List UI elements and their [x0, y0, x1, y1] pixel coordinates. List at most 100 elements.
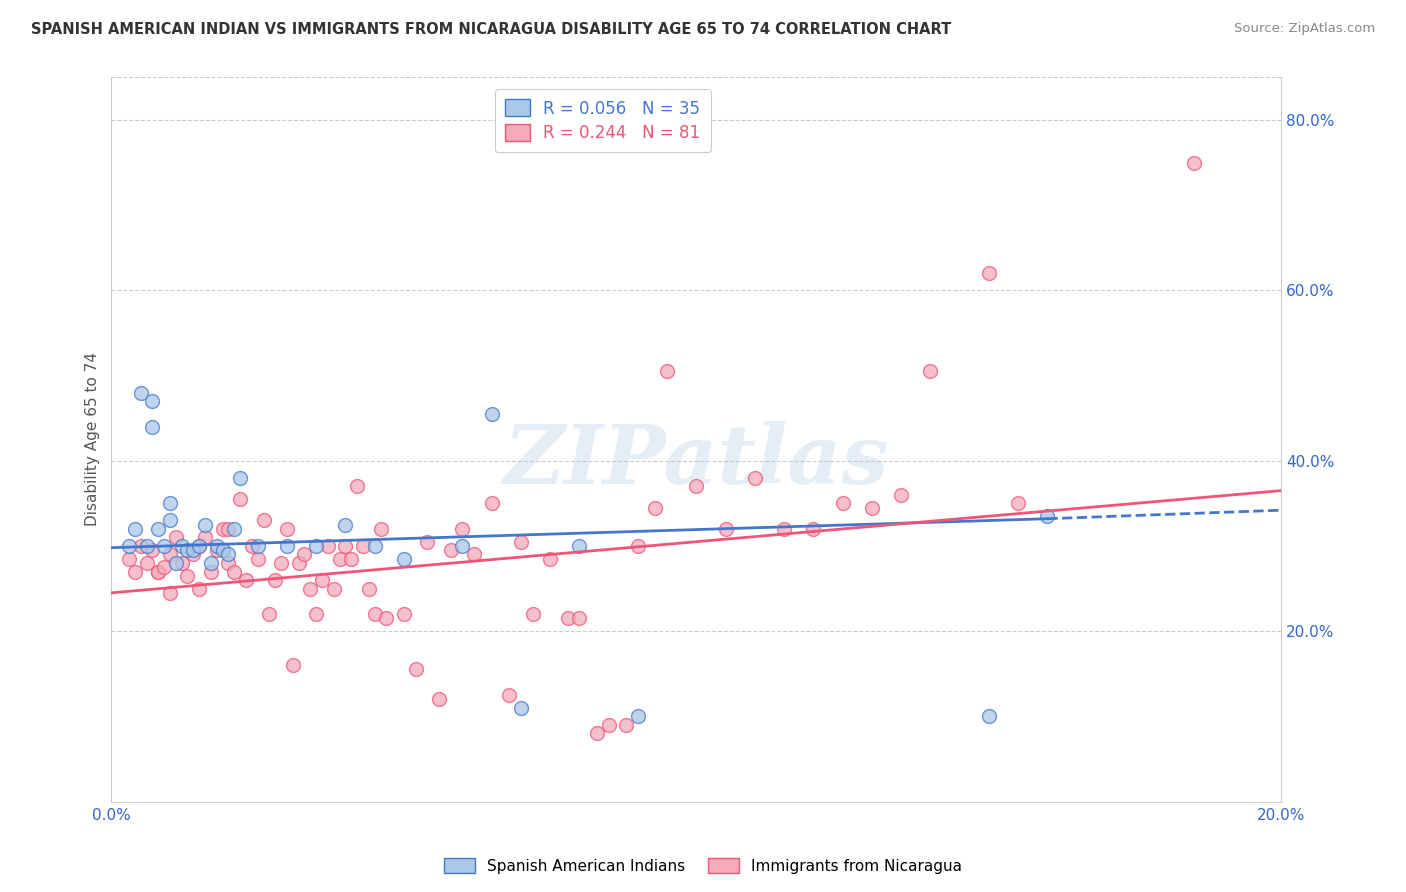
pink — [831, 496, 853, 510]
pink — [498, 688, 520, 702]
blue — [977, 709, 1000, 723]
pink — [159, 548, 181, 562]
pink — [586, 726, 609, 740]
pink — [264, 573, 287, 587]
blue — [129, 385, 152, 400]
blue — [181, 543, 204, 558]
Text: SPANISH AMERICAN INDIAN VS IMMIGRANTS FROM NICARAGUA DISABILITY AGE 65 TO 74 COR: SPANISH AMERICAN INDIAN VS IMMIGRANTS FR… — [31, 22, 952, 37]
pink — [211, 522, 233, 536]
pink — [181, 548, 204, 562]
pink — [322, 582, 344, 596]
blue — [141, 394, 163, 409]
pink — [188, 582, 211, 596]
pink — [405, 663, 427, 677]
pink — [522, 607, 544, 621]
blue — [246, 539, 269, 553]
pink — [392, 607, 415, 621]
blue — [159, 496, 181, 510]
pink — [165, 531, 187, 545]
blue — [205, 539, 228, 553]
blue — [392, 551, 415, 566]
pink — [246, 551, 269, 566]
pink — [352, 539, 374, 553]
pink — [159, 586, 181, 600]
blue — [335, 517, 357, 532]
pink — [124, 565, 146, 579]
blue — [188, 539, 211, 553]
pink — [803, 522, 825, 536]
pink — [235, 573, 257, 587]
pink — [224, 565, 246, 579]
pink — [129, 539, 152, 553]
Y-axis label: Disability Age 65 to 74: Disability Age 65 to 74 — [86, 352, 100, 526]
blue — [229, 471, 252, 485]
blue — [627, 709, 650, 723]
pink — [141, 543, 163, 558]
pink — [153, 560, 176, 574]
pink — [1182, 155, 1205, 169]
pink — [270, 556, 292, 570]
pink — [744, 471, 766, 485]
pink — [200, 565, 222, 579]
pink — [329, 551, 352, 566]
pink — [311, 573, 333, 587]
blue — [170, 539, 193, 553]
pink — [440, 543, 463, 558]
pink — [357, 582, 380, 596]
pink — [416, 534, 439, 549]
blue — [224, 522, 246, 536]
pink — [463, 548, 485, 562]
pink — [346, 479, 368, 493]
pink — [557, 611, 579, 625]
pink — [240, 539, 263, 553]
blue — [276, 539, 298, 553]
pink — [148, 565, 170, 579]
pink — [229, 492, 252, 507]
blue — [305, 539, 328, 553]
pink — [685, 479, 707, 493]
Legend: R = 0.056   N = 35, R = 0.244   N = 81: R = 0.056 N = 35, R = 0.244 N = 81 — [495, 89, 710, 153]
Legend: Spanish American Indians, Immigrants from Nicaragua: Spanish American Indians, Immigrants fro… — [439, 852, 967, 880]
pink — [259, 607, 281, 621]
pink — [316, 539, 339, 553]
pink — [977, 266, 1000, 280]
blue — [141, 419, 163, 434]
pink — [305, 607, 328, 621]
pink — [427, 692, 450, 706]
pink — [714, 522, 737, 536]
pink — [860, 500, 883, 515]
pink — [657, 364, 679, 378]
pink — [335, 539, 357, 553]
pink — [627, 539, 650, 553]
blue — [1036, 509, 1059, 524]
pink — [176, 569, 198, 583]
blue — [194, 517, 217, 532]
blue — [211, 543, 233, 558]
pink — [890, 488, 912, 502]
blue — [451, 539, 474, 553]
blue — [176, 543, 198, 558]
pink — [568, 611, 591, 625]
Text: Source: ZipAtlas.com: Source: ZipAtlas.com — [1234, 22, 1375, 36]
pink — [363, 607, 385, 621]
pink — [135, 556, 157, 570]
pink — [170, 556, 193, 570]
pink — [375, 611, 398, 625]
blue — [124, 522, 146, 536]
blue — [159, 513, 181, 527]
pink — [451, 522, 474, 536]
blue — [481, 407, 503, 421]
blue — [568, 539, 591, 553]
pink — [538, 551, 561, 566]
pink — [614, 718, 637, 732]
pink — [920, 364, 942, 378]
blue — [509, 701, 531, 715]
pink — [188, 539, 211, 553]
pink — [644, 500, 666, 515]
blue — [153, 539, 176, 553]
pink — [1007, 496, 1029, 510]
pink — [340, 551, 363, 566]
pink — [481, 496, 503, 510]
pink — [773, 522, 796, 536]
pink — [252, 513, 274, 527]
